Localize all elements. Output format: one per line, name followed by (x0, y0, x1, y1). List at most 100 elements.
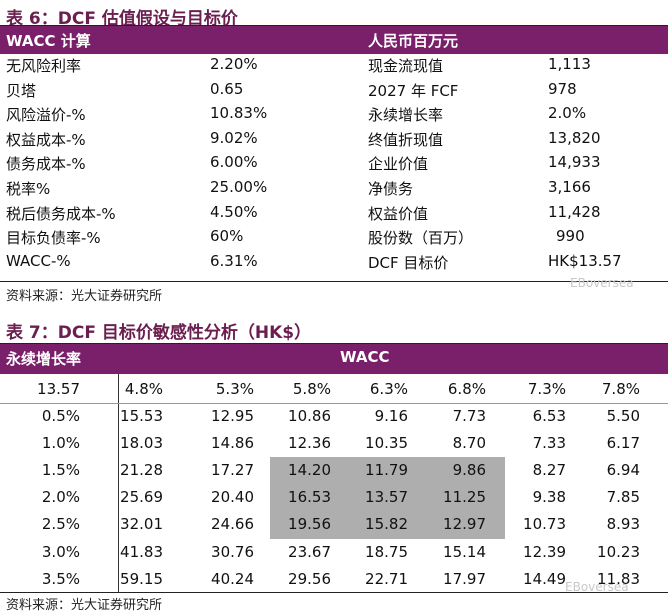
table7-cell: 13.57 (365, 488, 408, 507)
table6-watermark: EBoversea (570, 276, 634, 290)
table7-cell: 9.38 (532, 488, 566, 507)
table6-left-label: 贝塔 (6, 81, 37, 100)
table6-left-value: 6.00% (210, 153, 258, 172)
table7-cell: 22.71 (365, 569, 408, 588)
table7-header: 永续增长率 WACC (0, 344, 668, 374)
table7-cell: 7.73 (452, 407, 486, 425)
table6-right-value: HK$13.57 (548, 251, 622, 270)
table6-right-value: 1,113 (548, 55, 591, 73)
table6-left-value: 6.31% (210, 251, 258, 270)
table7-cell: 11.83 (597, 569, 640, 588)
table7-growth-label: 1.0% (41, 434, 80, 453)
table7-cell: 12.39 (523, 542, 566, 561)
table7-wacc-header: 5.3% (215, 380, 254, 398)
table7-corner-value: 13.57 (37, 380, 80, 398)
table7-wacc-header: 7.3% (527, 380, 566, 398)
table7-title: 表 7：DCF 目标价敏感性分析（HK$） (6, 323, 312, 343)
table6-header-right: 人民币百万元 (368, 32, 459, 50)
table7-growth-label: 2.5% (41, 515, 80, 534)
table6-left-value: 0.65 (210, 79, 244, 98)
table7-growth-label: 0.5% (41, 407, 80, 425)
table7-cell: 10.73 (523, 515, 566, 534)
table7-cell: 29.56 (288, 569, 331, 588)
table6-left-label: WACC-% (6, 251, 71, 270)
table7-cell: 6.53 (532, 407, 566, 425)
table7-cell: 18.75 (365, 542, 408, 561)
table6-right-label: 终值折现值 (368, 130, 444, 149)
table6-header-left: WACC 计算 (6, 32, 91, 50)
table7-wacc-header: 7.8% (601, 380, 640, 398)
table6-left-value: 60% (210, 227, 244, 246)
table7-cell: 6.17 (606, 434, 640, 453)
table6-left-value: 2.20% (210, 55, 258, 73)
table7-top-rule (0, 343, 668, 344)
table7-cell: 20.40 (211, 488, 254, 507)
table7-cell: 16.53 (288, 488, 331, 507)
table7-cell: 19.56 (288, 515, 331, 534)
table6-right-value: 14,933 (548, 153, 601, 172)
table6-right-label: 永续增长率 (368, 106, 444, 125)
table6-right-value: 13,820 (548, 128, 601, 147)
table6-top-rule (0, 25, 668, 26)
table6-right-value: 11,428 (548, 202, 601, 221)
table6-left-value: 10.83% (210, 104, 268, 123)
table6-right-value: 990 (556, 227, 585, 246)
table6-right-label: 权益价值 (368, 204, 429, 223)
table7-wacc-header: 6.8% (447, 380, 486, 398)
table7-divider (118, 374, 119, 592)
table7-cell: 14.49 (523, 569, 566, 588)
table6-left-value: 9.02% (210, 128, 258, 147)
table7-watermark: EBoversea (565, 580, 629, 594)
table7-highlight (270, 457, 505, 539)
table7-wacc-header: 5.8% (292, 380, 331, 398)
table7-header-left: 永续增长率 (6, 350, 82, 368)
table6-left-label: 风险溢价-% (6, 106, 86, 125)
table7-cell: 5.50 (606, 407, 640, 425)
table7-cell: 8.70 (452, 434, 486, 453)
table7-growth-label: 1.5% (41, 461, 80, 480)
table6-header: WACC 计算 人民币百万元 (0, 26, 668, 54)
table6-left-label: 无风险利率 (6, 57, 82, 75)
table7-cell: 17.27 (211, 461, 254, 480)
table6-right-label: 现金流现值 (368, 57, 444, 75)
table7-cell: 10.23 (597, 542, 640, 561)
table7-cell: 10.35 (365, 434, 408, 453)
table7-growth-label: 3.5% (41, 569, 80, 588)
table7-cell: 14.20 (288, 461, 331, 480)
table7-cell: 6.94 (606, 461, 640, 480)
table7-cell: 17.97 (443, 569, 486, 588)
table6-right-value: 2.0% (548, 104, 587, 123)
table6-right-value: 3,166 (548, 178, 591, 196)
table7-cell: 15.14 (443, 542, 486, 561)
table7-growth-label: 2.0% (41, 488, 80, 507)
table7-cell: 15.53 (120, 407, 163, 425)
table7-cell: 7.85 (606, 488, 640, 507)
table6-right-label: 企业价值 (368, 155, 429, 174)
table6-bottom-rule (0, 281, 668, 282)
table6-source: 资料来源：光大证券研究所 (6, 289, 163, 304)
table6-left-value: 4.50% (210, 202, 258, 221)
table7-cell: 12.97 (443, 515, 486, 534)
table7-wacc-header: 4.8% (124, 380, 163, 398)
table7-cell: 8.27 (532, 461, 566, 480)
table6-left-label: 税后债务成本-% (6, 204, 116, 223)
table7-cell: 15.82 (365, 515, 408, 534)
table7-cell: 14.86 (211, 434, 254, 453)
table7-cell: 9.86 (452, 461, 486, 480)
table6-right-label: 净债务 (368, 180, 414, 198)
table7-subheader-rule (0, 403, 668, 404)
table7-cell: 41.83 (120, 542, 163, 561)
table7-cell: 12.95 (211, 407, 254, 425)
table7-cell: 59.15 (120, 569, 163, 588)
table7-cell: 18.03 (120, 434, 163, 453)
table6-left-value: 25.00% (210, 178, 268, 196)
table6-left-label: 税率% (6, 180, 51, 198)
table6-right-value: 978 (548, 79, 577, 98)
table7-growth-label: 3.0% (41, 542, 80, 561)
table7-cell: 32.01 (120, 515, 163, 534)
table7-cell: 11.79 (365, 461, 408, 480)
table7-cell: 24.66 (211, 515, 254, 534)
table7-cell: 10.86 (288, 407, 331, 425)
table7-cell: 9.16 (374, 407, 408, 425)
table7-cell: 8.93 (606, 515, 640, 534)
